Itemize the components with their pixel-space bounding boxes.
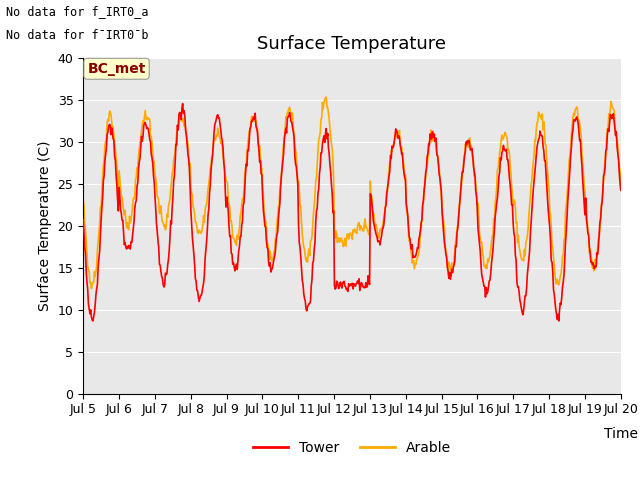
Text: BC_met: BC_met — [88, 62, 146, 76]
Text: No data for f_IRT0_a: No data for f_IRT0_a — [6, 5, 149, 18]
Title: Surface Temperature: Surface Temperature — [257, 35, 447, 53]
X-axis label: Time: Time — [604, 427, 638, 441]
Text: No data for f¯IRT0¯b: No data for f¯IRT0¯b — [6, 29, 149, 42]
Legend: Tower, Arable: Tower, Arable — [248, 435, 456, 461]
Y-axis label: Surface Temperature (C): Surface Temperature (C) — [38, 140, 52, 311]
